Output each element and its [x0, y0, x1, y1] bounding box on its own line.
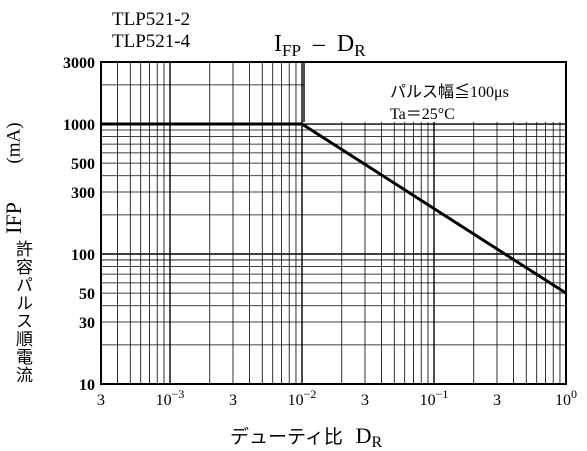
- y-axis-label: (mA) IFP 許容パルス順電流: [1, 60, 34, 390]
- y-axis-name: 許容パルス順電流: [13, 240, 32, 384]
- x-tick-label: 3: [493, 392, 501, 409]
- y-tick-label: 300: [71, 185, 95, 202]
- series-line: [101, 122, 567, 295]
- y-tick-label: 50: [79, 286, 95, 303]
- part-number-1: TLP521-2: [112, 9, 191, 30]
- x-axis-label: デューティ比 DR: [230, 422, 383, 451]
- y-tick-label: 3000: [63, 55, 95, 72]
- annotation-box-background: [304, 63, 565, 123]
- x-axis-name: デューティ比: [230, 427, 343, 448]
- x-tick-label: 10−2: [288, 387, 317, 409]
- x-tick-label: 10−1: [420, 387, 449, 409]
- y-tick-label: 500: [71, 156, 95, 173]
- x-tick-label: 3: [361, 392, 369, 409]
- y-tick-label: 30: [79, 315, 95, 332]
- plot-frame: [100, 61, 567, 385]
- annotation-temperature: Ta＝25°C: [390, 106, 455, 123]
- title-separator: –: [312, 31, 325, 57]
- x-tick-label: 3: [229, 392, 237, 409]
- x-axis-symbol: DR: [355, 423, 383, 451]
- title-variable: D: [336, 31, 355, 57]
- y-tick-label: 1000: [63, 117, 95, 134]
- title-symbol: I: [274, 31, 282, 57]
- x-axis-symbol-main: D: [355, 423, 372, 448]
- annotation-pulse-width: パルス幅≦100μs: [390, 84, 509, 101]
- title-symbol-sub: FP: [282, 41, 301, 60]
- title-variable-sub: R: [354, 41, 366, 60]
- x-tick-label: 100: [555, 387, 577, 409]
- y-tick-label: 10: [79, 377, 95, 394]
- chart-title: IFP – DR: [274, 31, 366, 59]
- x-axis-symbol-sub: R: [371, 434, 383, 451]
- part-number-2: TLP521-4: [112, 31, 191, 52]
- x-tick-label: 10−3: [156, 387, 185, 409]
- y-tick-label: 100: [71, 247, 95, 264]
- x-tick-label: 3: [97, 392, 105, 409]
